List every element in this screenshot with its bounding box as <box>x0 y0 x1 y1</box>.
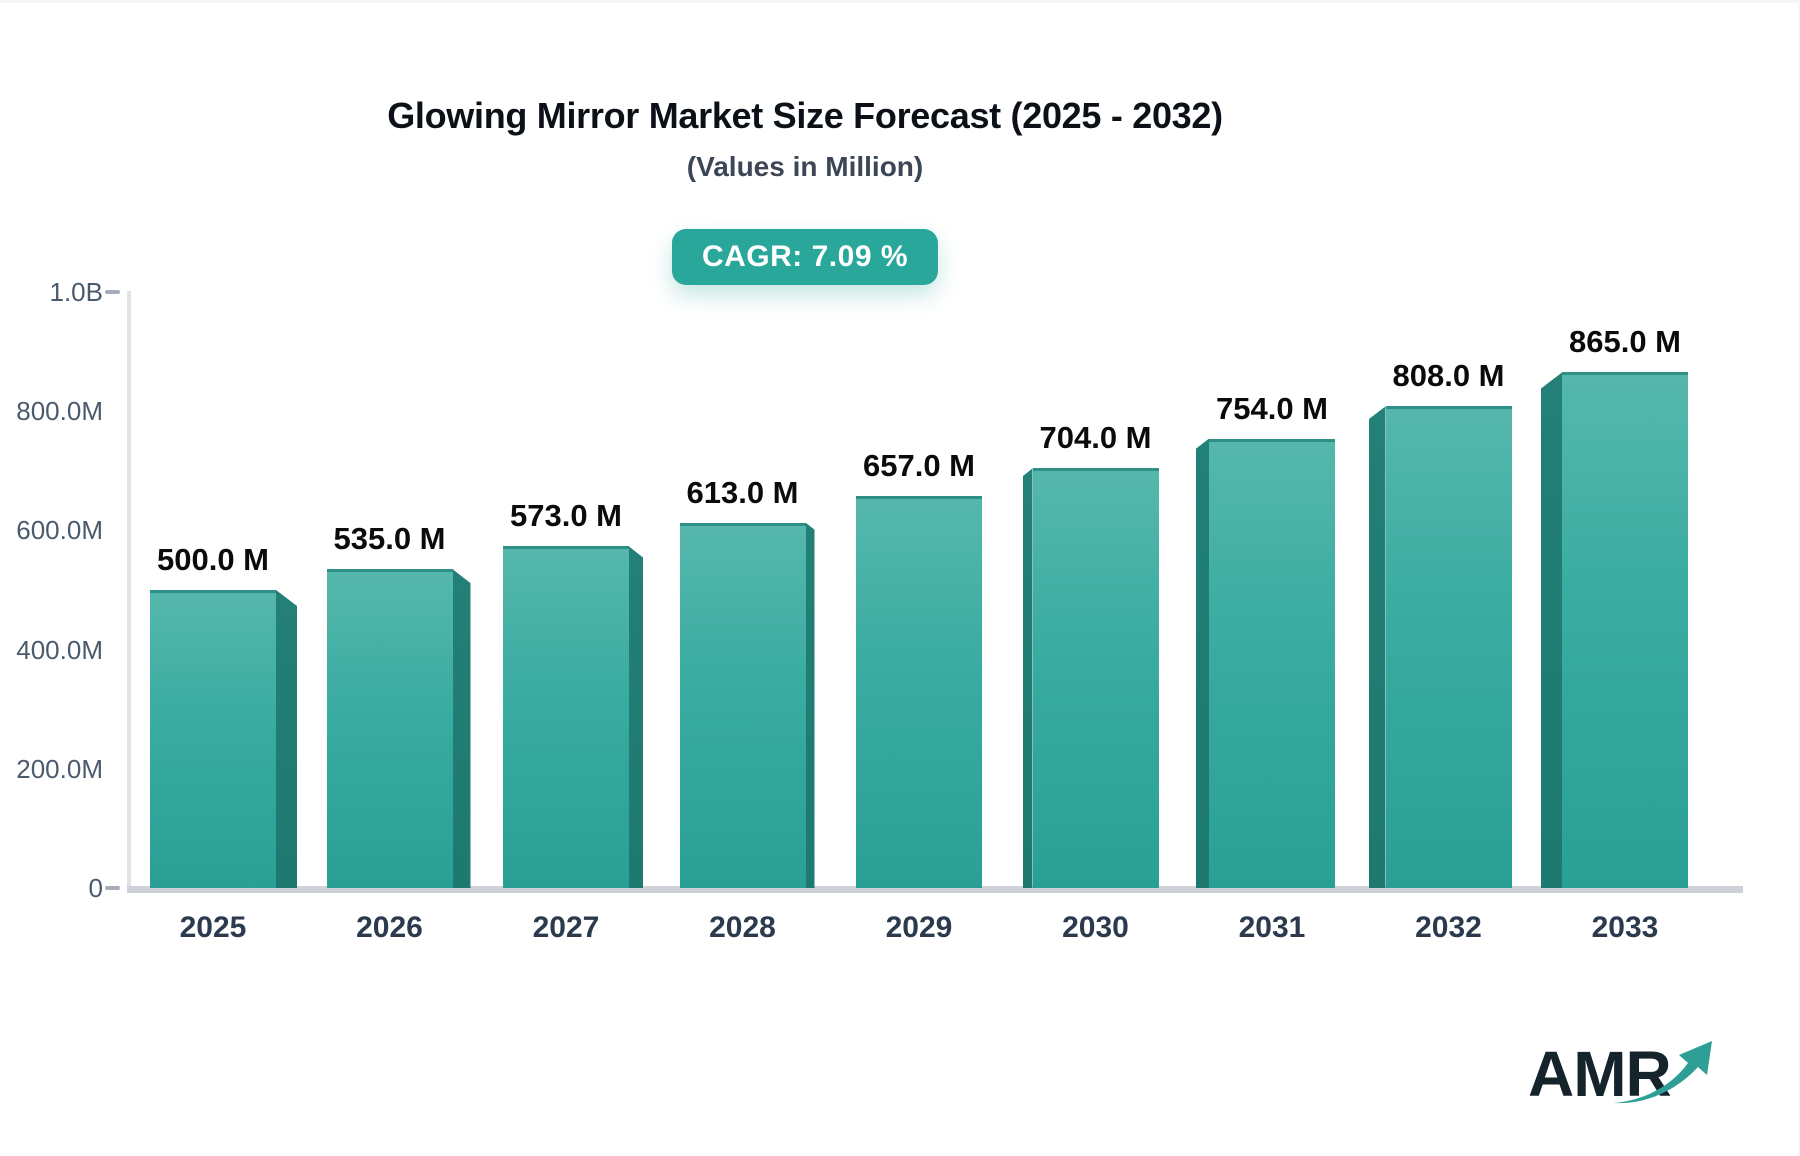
bar-value-label: 704.0 M <box>1039 420 1152 456</box>
bar-value-label: 500.0 M <box>156 542 269 577</box>
y-axis-tick-label: 0 <box>88 873 103 903</box>
x-axis-tick-label: 2029 <box>885 911 953 944</box>
x-axis-tick-label: 2027 <box>532 911 600 944</box>
bar-3d-side <box>1368 406 1386 888</box>
bar-3d-side <box>805 522 815 888</box>
bar-3d-side <box>1022 468 1033 888</box>
bar-chart-plot: 1.0B 800.0M 600.0M 400.0M 200.0M 0 500.0 M 2025… <box>0 3 1798 1156</box>
y-axis-tick-mark <box>105 290 120 294</box>
cagr-badge: CAGR: 7.09 % <box>671 229 939 285</box>
cagr-badge-label: CAGR: 7.09 % <box>701 240 909 273</box>
bar-3d-side <box>452 569 471 888</box>
y-axis-tick-label: 200.0M <box>16 753 103 784</box>
bar-3d-side <box>276 590 297 888</box>
chart-subtitle: (Values in Million) <box>686 151 924 182</box>
bar-3d-side <box>1541 372 1562 888</box>
y-axis-tick-mark <box>105 886 120 890</box>
x-axis-tick-label: 2030 <box>1062 911 1129 944</box>
bar-value-label: 535.0 M <box>333 521 446 557</box>
bar-value-label: 808.0 M <box>1392 358 1505 394</box>
y-axis-tick-label: 400.0M <box>16 634 103 665</box>
bar-2031[interactable] <box>1209 438 1335 888</box>
x-axis-tick-label: 2031 <box>1238 911 1306 944</box>
growth-arrow-icon <box>1614 1041 1712 1104</box>
bar-value-label: 573.0 M <box>509 498 622 534</box>
bar-2028[interactable] <box>679 522 806 888</box>
bar-value-label: 754.0 M <box>1215 390 1328 426</box>
bar-3d-side <box>629 546 643 888</box>
bar-2032[interactable] <box>1385 406 1512 888</box>
x-axis-tick-label: 2032 <box>1415 911 1482 944</box>
chart-title: Glowing Mirror Market Size Forecast (202… <box>387 95 1223 136</box>
amr-logo: AMR <box>1524 1025 1724 1125</box>
bar-2033[interactable] <box>1562 372 1688 888</box>
y-axis-tick-label: 1.0B <box>49 277 104 307</box>
bar-2029[interactable] <box>856 496 982 888</box>
bar-3d-side <box>1196 438 1209 888</box>
y-axis-tick-label: 800.0M <box>16 396 103 427</box>
bar-2026[interactable] <box>326 569 453 888</box>
x-axis-tick-label: 2028 <box>709 911 776 944</box>
bar-2030[interactable] <box>1032 468 1159 888</box>
bar-2025[interactable] <box>150 590 276 888</box>
x-axis-tick-label: 2026 <box>356 911 423 944</box>
bar-2027[interactable] <box>503 546 629 888</box>
x-axis-tick-label: 2025 <box>179 911 247 944</box>
bar-value-label: 865.0 M <box>1568 324 1681 360</box>
y-axis-line <box>127 291 131 889</box>
x-axis-baseline <box>127 886 1743 893</box>
x-axis-tick-label: 2033 <box>1591 911 1659 944</box>
bar-value-label: 613.0 M <box>686 474 799 510</box>
y-axis-tick-label: 600.0M <box>16 515 103 546</box>
bar-value-label: 657.0 M <box>862 448 975 484</box>
